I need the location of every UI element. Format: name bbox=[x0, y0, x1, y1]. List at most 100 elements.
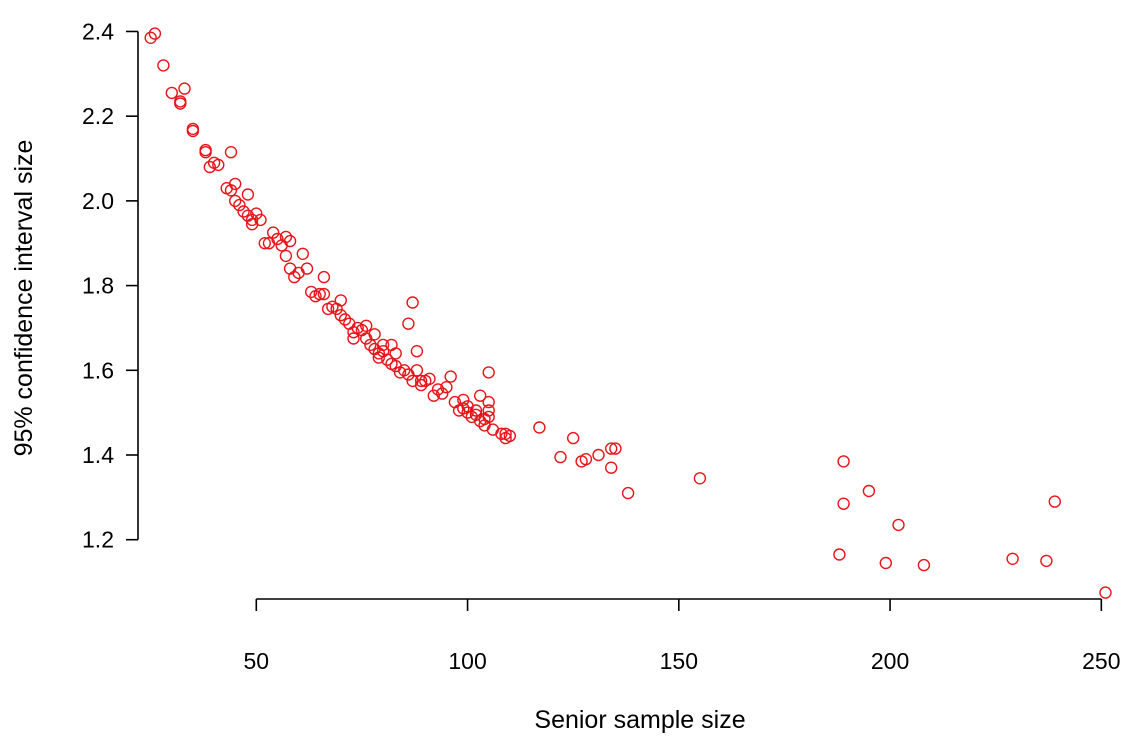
data-point bbox=[224, 145, 238, 159]
data-point bbox=[414, 374, 428, 388]
x-axis-ticks: 50 100 150 200 250 bbox=[244, 599, 1121, 674]
data-point bbox=[917, 558, 931, 572]
data-point bbox=[1006, 552, 1019, 565]
data-point bbox=[495, 427, 508, 440]
data-point bbox=[482, 404, 495, 417]
y-tick-label: 2.2 bbox=[82, 103, 114, 129]
data-point bbox=[148, 27, 162, 40]
data-point bbox=[334, 294, 347, 307]
data-point bbox=[385, 338, 398, 352]
data-point bbox=[533, 421, 546, 434]
x-tick-label: 150 bbox=[660, 648, 698, 674]
data-point bbox=[431, 383, 445, 396]
data-point bbox=[199, 143, 212, 157]
data-point bbox=[347, 332, 360, 345]
data-point bbox=[300, 262, 314, 275]
data-point bbox=[279, 249, 293, 263]
data-points bbox=[144, 27, 1112, 599]
data-point bbox=[334, 309, 347, 322]
data-point bbox=[693, 472, 707, 485]
data-point bbox=[406, 296, 419, 309]
data-point bbox=[224, 184, 238, 197]
axes bbox=[137, 31, 1102, 600]
data-point bbox=[258, 236, 271, 250]
data-point bbox=[862, 484, 876, 498]
data-point bbox=[410, 364, 424, 377]
data-point bbox=[482, 366, 495, 379]
data-point bbox=[410, 345, 424, 358]
data-point bbox=[621, 486, 635, 500]
y-tick-label: 1.6 bbox=[82, 357, 114, 383]
data-point bbox=[605, 442, 618, 455]
data-point bbox=[186, 122, 200, 136]
data-point bbox=[389, 347, 402, 360]
y-tick-label: 2.4 bbox=[82, 18, 114, 44]
data-point bbox=[503, 429, 516, 443]
data-point bbox=[592, 448, 605, 462]
data-point bbox=[317, 287, 331, 301]
data-point bbox=[444, 370, 457, 383]
data-point bbox=[833, 548, 846, 561]
data-point bbox=[1040, 554, 1053, 568]
y-tick-label: 1.8 bbox=[82, 273, 114, 299]
x-tick-label: 100 bbox=[448, 648, 486, 674]
data-point bbox=[271, 232, 284, 246]
data-point bbox=[338, 313, 352, 326]
data-point bbox=[279, 230, 293, 244]
data-point bbox=[372, 351, 385, 364]
data-point bbox=[347, 326, 360, 339]
data-point bbox=[414, 378, 428, 392]
data-point bbox=[482, 395, 495, 409]
data-point bbox=[241, 188, 255, 201]
data-point bbox=[376, 338, 390, 352]
data-point bbox=[381, 353, 394, 366]
data-point bbox=[174, 95, 187, 108]
x-axis-title: Senior sample size bbox=[534, 706, 745, 734]
data-point bbox=[1048, 495, 1062, 508]
data-point bbox=[254, 213, 267, 227]
data-point bbox=[554, 450, 567, 464]
data-point bbox=[440, 381, 453, 394]
data-point bbox=[436, 387, 449, 400]
data-point bbox=[317, 270, 331, 284]
data-point bbox=[579, 453, 593, 466]
data-point bbox=[469, 404, 483, 417]
y-axis-ticks: 1.2 1.4 1.6 1.8 2.0 2.2 2.4 bbox=[82, 18, 138, 553]
data-point bbox=[423, 372, 436, 385]
data-point bbox=[461, 406, 474, 419]
data-point bbox=[368, 328, 381, 341]
data-point bbox=[228, 194, 242, 208]
data-point bbox=[296, 247, 309, 261]
data-point bbox=[233, 198, 246, 212]
data-point bbox=[609, 442, 622, 455]
data-point bbox=[228, 177, 242, 191]
data-point bbox=[567, 431, 580, 445]
data-point bbox=[398, 364, 411, 377]
data-point bbox=[837, 455, 850, 468]
y-tick-label: 1.2 bbox=[82, 527, 114, 553]
data-point bbox=[288, 270, 301, 284]
data-point bbox=[474, 389, 487, 402]
data-point bbox=[364, 338, 377, 352]
data-point bbox=[457, 393, 470, 407]
data-point bbox=[144, 31, 157, 44]
data-point bbox=[178, 82, 191, 95]
data-point bbox=[1099, 586, 1112, 599]
y-tick-label: 1.4 bbox=[82, 442, 114, 468]
data-point bbox=[157, 59, 170, 72]
data-point bbox=[360, 319, 373, 332]
data-point bbox=[605, 461, 618, 474]
data-point bbox=[250, 207, 263, 220]
x-tick-label: 200 bbox=[871, 648, 909, 674]
y-tick-label: 2.0 bbox=[82, 188, 114, 214]
data-point bbox=[165, 86, 179, 100]
data-point bbox=[482, 410, 495, 424]
y-axis-title: 95% confidence interval size bbox=[10, 140, 38, 457]
data-point bbox=[203, 160, 217, 174]
data-point bbox=[212, 158, 225, 172]
data-point bbox=[237, 205, 250, 218]
x-tick-label: 50 bbox=[244, 648, 270, 674]
data-point bbox=[313, 287, 326, 301]
